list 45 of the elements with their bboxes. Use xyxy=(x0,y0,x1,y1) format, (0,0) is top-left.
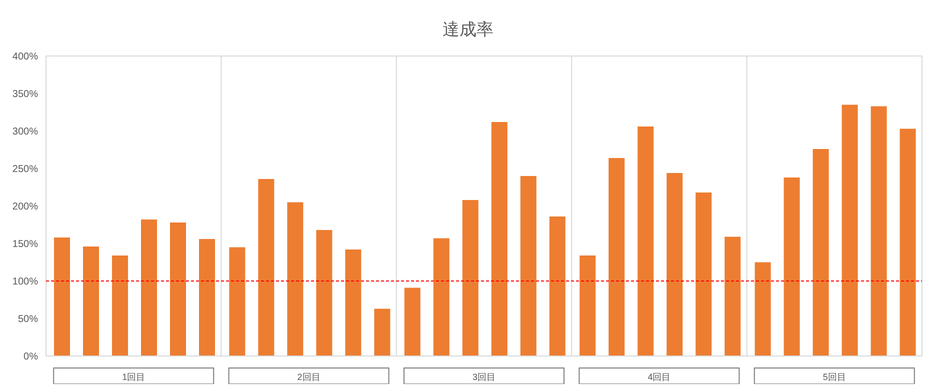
chart-title: 達成率 xyxy=(442,19,494,41)
bar xyxy=(54,238,70,356)
bar xyxy=(580,256,596,356)
bar xyxy=(842,104,858,356)
bar xyxy=(608,158,625,356)
bar xyxy=(112,256,128,356)
y-tick-label: 50% xyxy=(18,314,38,326)
y-tick-label: 0% xyxy=(24,352,38,363)
bar xyxy=(549,216,566,356)
y-tick-label: 400% xyxy=(12,52,38,63)
bar xyxy=(83,246,99,356)
bar xyxy=(638,126,654,356)
bar xyxy=(462,200,478,356)
bar xyxy=(345,250,362,356)
y-tick-label: 100% xyxy=(12,276,38,288)
bar xyxy=(170,222,186,356)
bar xyxy=(316,230,332,356)
bar xyxy=(141,220,157,356)
bar xyxy=(666,173,683,356)
bar xyxy=(374,308,390,356)
bar xyxy=(812,149,829,356)
y-tick-label: 250% xyxy=(12,164,38,176)
bar xyxy=(520,176,536,356)
bar xyxy=(229,247,246,356)
bar xyxy=(433,238,450,356)
x-tick-label: 1回目 xyxy=(122,372,146,382)
bar xyxy=(784,178,800,356)
y-tick-label: 200% xyxy=(12,202,38,213)
y-tick-label: 350% xyxy=(12,89,38,100)
x-tick-label: 2回目 xyxy=(297,372,320,382)
bar xyxy=(258,179,274,356)
bar xyxy=(696,192,712,356)
bar xyxy=(199,239,215,356)
x-tick-label: 5回目 xyxy=(822,372,846,382)
bar xyxy=(900,128,916,356)
bar xyxy=(287,202,304,356)
bar xyxy=(491,122,508,356)
x-tick-label: 4回目 xyxy=(648,372,671,382)
bar xyxy=(404,288,420,356)
bar xyxy=(724,236,741,356)
y-tick-label: 300% xyxy=(12,126,38,138)
bar xyxy=(754,262,771,356)
y-tick-label: 150% xyxy=(12,239,38,250)
bar xyxy=(870,106,887,356)
x-tick-label: 3回目 xyxy=(472,372,496,382)
